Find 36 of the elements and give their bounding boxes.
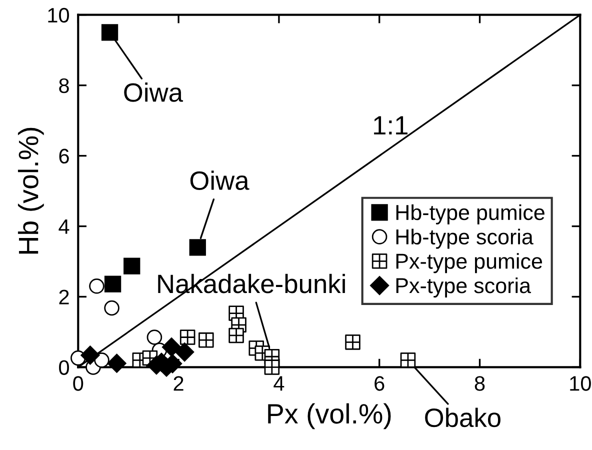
point [107,354,126,373]
point [345,334,360,350]
point [400,352,416,368]
legend-label: Hb-type pumice [396,204,544,224]
x-tick-label: 0 [73,376,84,391]
y-tick-label: 8 [59,78,69,94]
x-tick-label: 8 [474,376,485,391]
y-tick-label: 6 [59,148,69,164]
annotation: Obako [425,408,500,428]
y-tick-label: 2 [59,290,69,304]
point [189,239,206,256]
annotation: Oiwa [124,82,184,102]
x-tick-label: 2 [174,376,184,391]
y-tick-label: 10 [48,8,69,23]
x-tick-label: 6 [374,376,384,391]
point [198,332,214,348]
point [162,338,182,357]
y-tick-label: 0 [59,360,69,375]
point [104,276,122,292]
point [124,258,140,274]
point [228,328,244,344]
annotation: Oiwa [190,170,250,190]
x-tick-label: 10 [570,376,591,391]
y-axis-title: Hb (vol.%) [18,128,44,254]
legend-label: Px-type pumice [396,253,542,274]
annotation: 1:1 [374,116,408,134]
x-axis-title: Px (vol.%) [268,403,391,430]
legend-label: Hb-type scoria [396,228,534,249]
point [101,24,118,41]
y-tick-label: 4 [58,219,70,234]
point [80,346,100,365]
point [180,330,196,345]
point [264,360,280,375]
x-tick-label: 4 [274,376,284,391]
point [175,342,194,362]
legend-label: Px-type scoria [396,277,532,298]
